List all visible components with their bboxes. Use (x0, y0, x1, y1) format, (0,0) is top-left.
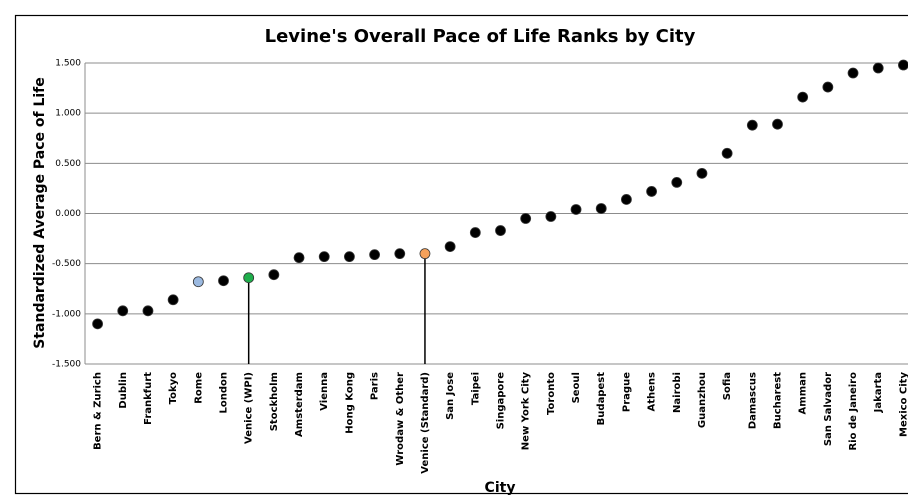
point (469, 227, 481, 238)
point (268, 269, 280, 281)
x-tick-label: Jakarta (873, 372, 884, 413)
point (419, 248, 431, 260)
point (344, 251, 355, 263)
x-tick-label: Rome (193, 372, 204, 404)
x-tick-label: Hong Kong (344, 372, 355, 434)
x-tick-label: Venice (Standard) (420, 372, 431, 474)
point (167, 294, 179, 306)
point (218, 275, 229, 287)
y-tick-label: 1.500 (55, 59, 81, 69)
point (369, 249, 380, 261)
x-tick-label: Paris (370, 372, 381, 400)
x-tick-label: London (219, 372, 230, 414)
x-tick-label: Venice (WPI) (244, 372, 255, 444)
x-tick-label: Prague (621, 372, 632, 412)
point (721, 147, 733, 159)
y-tick-label: -1.500 (52, 360, 81, 370)
point (243, 272, 255, 284)
point (746, 119, 758, 131)
point (621, 194, 632, 205)
chart-title: Levine's Overall Pace of Life Ranks by C… (265, 26, 696, 47)
y-axis-label: Standardized Average Pace of Life (32, 77, 48, 349)
x-tick-label: Mexico City (898, 372, 908, 437)
x-tick-label: Guanzhou (697, 372, 708, 428)
x-tick-label: Athens (647, 372, 658, 412)
x-tick-label: Vienna (319, 372, 330, 411)
point (671, 176, 683, 188)
point (872, 62, 884, 74)
point (822, 81, 834, 93)
y-tick-label: -1.000 (52, 309, 81, 319)
point (293, 252, 305, 264)
x-tick-label: Damascus (747, 372, 758, 429)
x-tick-label: New York City (521, 372, 532, 451)
x-tick-label: Dublin (118, 372, 129, 409)
x-tick-label: Sofia (722, 372, 733, 400)
x-tick-label: Bucharest (773, 372, 784, 429)
point (142, 305, 154, 317)
point (847, 67, 859, 79)
x-tick-label: San Jose (445, 372, 456, 420)
point (772, 118, 783, 130)
x-tick-label: Stockholm (269, 372, 280, 431)
x-tick-label: Frankfurt (143, 372, 154, 425)
point (797, 91, 809, 103)
x-tick-label: Singapore (496, 372, 507, 430)
point (898, 59, 908, 71)
x-tick-label: Seoul (571, 372, 582, 403)
y-tick-label: -0.500 (52, 259, 81, 269)
chart-frame (14, 14, 908, 495)
x-tick-label: Nairobi (672, 372, 683, 413)
point (318, 251, 330, 263)
point (495, 225, 506, 236)
point (520, 213, 532, 224)
x-tick-label: Wrodaw & Other (395, 372, 406, 466)
point (570, 204, 582, 215)
x-tick-label: Budapest (596, 372, 607, 426)
point (117, 305, 129, 317)
point (92, 318, 103, 330)
x-tick-label: Tokyo (168, 372, 179, 405)
x-tick-label: Amman (798, 372, 809, 414)
x-tick-label: Bern & Zurich (93, 372, 104, 450)
x-tick-label: Toronto (546, 372, 557, 415)
point (696, 167, 708, 179)
x-tick-label: Taipei (470, 372, 481, 405)
x-axis-label: City (485, 480, 516, 496)
point (444, 241, 456, 253)
point (646, 186, 657, 197)
point (394, 248, 406, 260)
y-tick-label: 0.500 (55, 159, 81, 169)
point (545, 211, 557, 222)
x-tick-label: Amsterdam (294, 372, 305, 437)
x-tick-label: San Salvador (823, 372, 834, 446)
point (595, 203, 607, 214)
x-tick-label: Rio de Janeiro (848, 372, 859, 451)
y-tick-label: 0.000 (55, 209, 81, 219)
point (192, 276, 204, 288)
y-tick-label: 1.000 (55, 109, 81, 119)
